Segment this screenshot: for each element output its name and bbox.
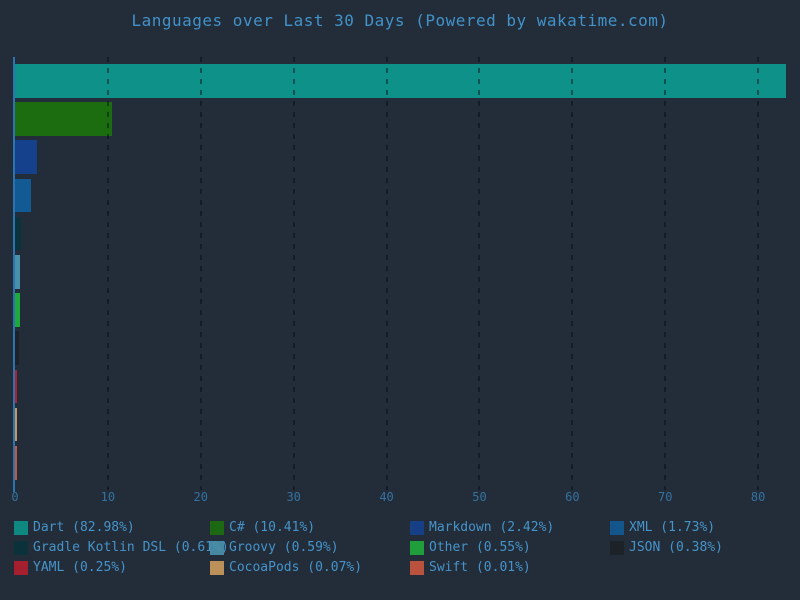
- bar-markdown: [15, 140, 38, 174]
- chart-title: Languages over Last 30 Days (Powered by …: [131, 11, 669, 30]
- gridline-60: [571, 57, 574, 490]
- bar-gradle-kotlin-dsl: [15, 216, 21, 251]
- plot-area: [15, 57, 786, 490]
- gridline-80: [757, 57, 760, 490]
- legend-swatch-c: [210, 521, 224, 535]
- legend-swatch-swift: [410, 561, 424, 575]
- legend-swatch-markdown: [410, 521, 424, 535]
- bar-swift: [15, 446, 17, 480]
- x-tick-0: 0: [11, 490, 19, 504]
- legend-swatch-gradle-kotlin-dsl: [14, 541, 28, 555]
- bar-xml: [15, 178, 32, 213]
- legend-label-cocoapods: CocoaPods (0.07%): [229, 560, 363, 575]
- x-tick-70: 70: [658, 490, 673, 504]
- legend-item-cocoapods: CocoaPods (0.07%): [210, 560, 362, 576]
- x-axis-tick-labels: 0 10 20 30 40 50 60 70 80: [11, 490, 786, 506]
- gridline-70: [664, 57, 667, 490]
- x-tick-10: 10: [100, 490, 116, 504]
- legend-label-gradle-kotlin-dsl: Gradle Kotlin DSL (0.61%): [33, 540, 229, 555]
- legend-label-xml: XML (1.73%): [629, 520, 716, 535]
- legend-label-markdown: Markdown (2.42%): [429, 520, 555, 535]
- legend-item-xml: XML (1.73%): [610, 520, 715, 536]
- legend-item-dart: Dart (82.98%): [14, 520, 135, 536]
- legend-item-other: Other (0.55%): [410, 540, 531, 556]
- legend-swatch-dart: [14, 521, 28, 535]
- bar-c: [15, 102, 112, 136]
- gridline-40: [385, 57, 388, 490]
- legend-label-yaml: YAML (0.25%): [33, 560, 127, 575]
- legend-label-groovy: Groovy (0.59%): [229, 540, 339, 555]
- y-axis-line: [13, 57, 15, 492]
- legend-item-swift: Swift (0.01%): [410, 560, 531, 576]
- x-tick-60: 60: [565, 490, 580, 504]
- legend-swatch-json: [610, 541, 624, 555]
- bar-cocoapods: [15, 407, 17, 442]
- legend-item-c: C# (10.41%): [210, 520, 315, 536]
- x-tick-30: 30: [286, 490, 301, 504]
- legend-swatch-yaml: [14, 561, 28, 575]
- bar-groovy: [15, 255, 21, 289]
- x-tick-20: 20: [193, 490, 209, 504]
- legend-item-yaml: YAML (0.25%): [14, 560, 127, 576]
- legend-item-json: JSON (0.38%): [610, 540, 723, 556]
- legend-label-dart: Dart (82.98%): [33, 520, 135, 535]
- bar-other: [15, 293, 21, 327]
- legend-item-markdown: Markdown (2.42%): [410, 520, 554, 536]
- legend-swatch-cocoapods: [210, 561, 224, 575]
- legend-label-json: JSON (0.38%): [629, 540, 723, 555]
- legend-label-c: C# (10.41%): [229, 520, 316, 535]
- bar-yaml: [15, 369, 18, 404]
- bar-json: [15, 331, 19, 365]
- legend-item-groovy: Groovy (0.59%): [210, 540, 339, 556]
- bar-dart: [15, 64, 786, 98]
- legend-label-other: Other (0.55%): [429, 540, 531, 555]
- x-tick-40: 40: [379, 490, 394, 504]
- legend-label-swift: Swift (0.01%): [429, 560, 531, 575]
- legend-swatch-other: [410, 541, 424, 555]
- legend-item-gradle-kotlin-dsl: Gradle Kotlin DSL (0.61%): [14, 540, 229, 556]
- gridline-20: [199, 57, 202, 490]
- gridline-50: [478, 57, 481, 490]
- x-tick-50: 50: [472, 490, 487, 504]
- legend-swatch-groovy: [210, 541, 224, 555]
- legend-swatch-xml: [610, 521, 624, 535]
- gridline-30: [292, 57, 295, 490]
- x-tick-80: 80: [750, 490, 766, 504]
